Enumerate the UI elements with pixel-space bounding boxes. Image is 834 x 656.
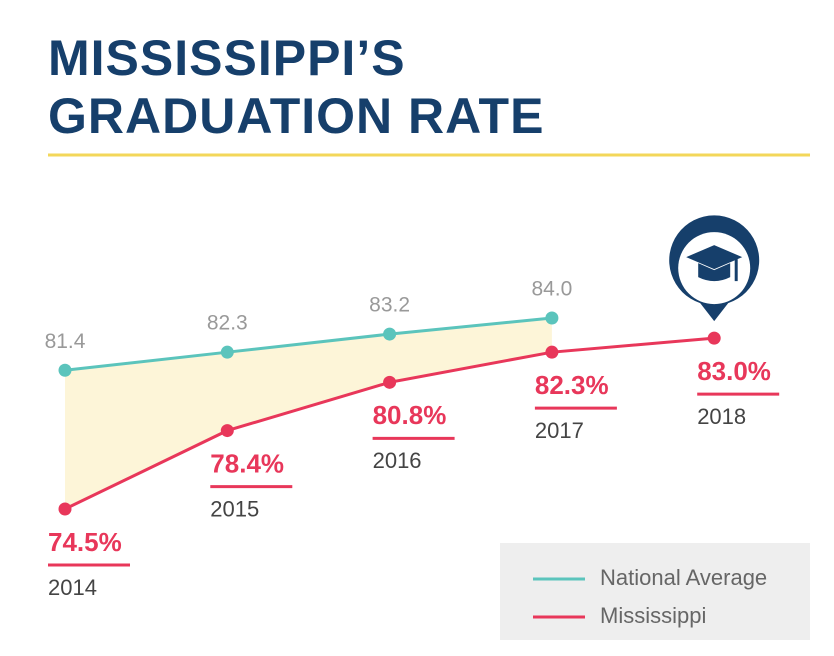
- chart-title: MISSISSIPPI’S: [48, 30, 406, 86]
- chart-subtitle: GRADUATION RATE: [48, 88, 544, 144]
- point: [220, 345, 234, 359]
- point: [58, 363, 72, 377]
- gap-area: [65, 318, 552, 509]
- legend-label: Mississippi: [600, 603, 706, 628]
- x-tick-label: 2018: [697, 404, 746, 429]
- point: [545, 311, 559, 325]
- data-label: 84.0: [531, 278, 572, 301]
- point: [383, 375, 397, 389]
- data-label: 74.5%: [48, 527, 122, 557]
- point: [220, 424, 234, 438]
- gap-area-group: [65, 318, 552, 509]
- data-label: 83.2: [369, 294, 410, 317]
- cap-top: [686, 245, 743, 270]
- data-label: 82.3: [207, 312, 248, 335]
- point: [545, 345, 559, 359]
- x-tick-label: 2017: [535, 418, 584, 443]
- data-label: 81.4: [45, 330, 86, 353]
- x-tick-label: 2016: [373, 448, 422, 473]
- legend-box: [500, 543, 810, 640]
- data-label: 78.4%: [210, 448, 284, 478]
- cap-base: [698, 263, 731, 282]
- x-tick-label: 2015: [210, 496, 259, 521]
- legend-label: National Average: [600, 565, 767, 590]
- data-label: 80.8%: [373, 400, 447, 430]
- data-label: 83.0%: [697, 356, 771, 386]
- series-line: [64, 316, 553, 372]
- point: [383, 327, 397, 341]
- data-label: 82.3%: [535, 370, 609, 400]
- pin-icon: [669, 215, 760, 322]
- x-tick-label: 2014: [48, 575, 97, 600]
- point: [58, 502, 72, 516]
- point: [707, 331, 721, 345]
